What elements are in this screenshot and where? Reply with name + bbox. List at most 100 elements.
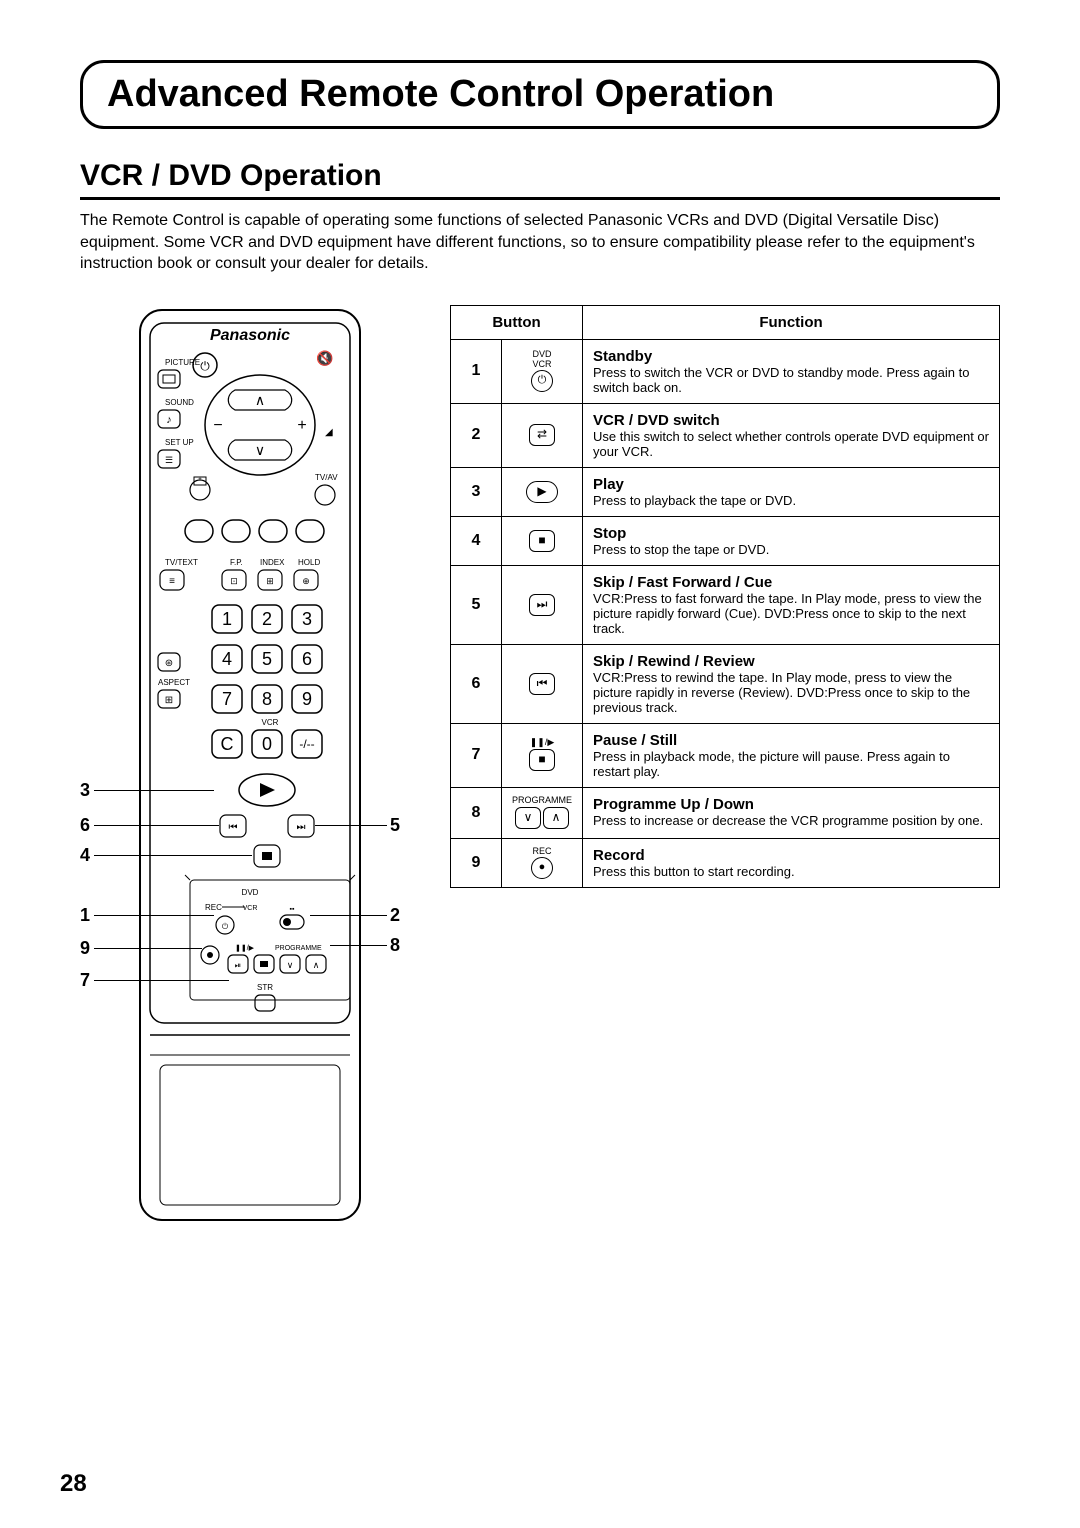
setup-label: SET UP xyxy=(165,438,194,447)
picture-label: PICTURE xyxy=(165,358,200,367)
table-row: 9REC●RecordPress this button to start re… xyxy=(451,838,1000,887)
dvd-label-small: DVD xyxy=(242,888,259,897)
remote-svg: Panasonic ⏻ 🔇 PICTURE SOUND ♪ SET UP ☰ xyxy=(130,305,390,1225)
row-icon: ❚❚/▶■ xyxy=(502,723,583,787)
row-function: PlayPress to playback the tape or DVD. xyxy=(583,467,1000,516)
row-function: Skip / Fast Forward / CueVCR:Press to fa… xyxy=(583,565,1000,644)
callout-6: 6 xyxy=(80,815,90,836)
svg-text:5: 5 xyxy=(262,649,272,669)
callout-2: 2 xyxy=(390,905,400,926)
svg-text:◢: ◢ xyxy=(325,427,333,438)
row-function: StandbyPress to switch the VCR or DVD to… xyxy=(583,339,1000,403)
index-label: INDEX xyxy=(260,558,285,567)
row-number: 7 xyxy=(451,723,502,787)
svg-text:≡: ≡ xyxy=(169,576,175,587)
color-buttons-row xyxy=(185,520,324,542)
svg-text:⏭: ⏭ xyxy=(297,822,306,833)
page-title: Advanced Remote Control Operation xyxy=(107,73,774,115)
svg-text:☰: ☰ xyxy=(165,455,173,465)
keypad: 1 2 3 4 5 6 7 8 9 C 0 -/-- xyxy=(212,605,322,758)
svg-text:1: 1 xyxy=(222,609,232,629)
tvav-label: TV/AV xyxy=(315,473,338,482)
callout-8: 8 xyxy=(390,935,400,956)
svg-text:6: 6 xyxy=(302,649,312,669)
table-row: 7❚❚/▶■Pause / StillPress in playback mod… xyxy=(451,723,1000,787)
row-icon: ⏮ xyxy=(502,644,583,723)
svg-text:C: C xyxy=(221,734,234,754)
row-number: 9 xyxy=(451,838,502,887)
row-function: VCR / DVD switchUse this switch to selec… xyxy=(583,403,1000,467)
callout-9: 9 xyxy=(80,938,90,959)
table-row: 8PROGRAMME∨∧Programme Up / DownPress to … xyxy=(451,787,1000,838)
th-button: Button xyxy=(451,305,583,339)
callout-7: 7 xyxy=(80,970,90,991)
row-number: 4 xyxy=(451,516,502,565)
row-number: 1 xyxy=(451,339,502,403)
row-icon: ■ xyxy=(502,516,583,565)
vcr-label-small: VCR xyxy=(262,718,279,727)
str-label: STR xyxy=(257,983,273,992)
svg-text:⊛: ⊛ xyxy=(165,658,173,669)
row-function: Skip / Rewind / ReviewVCR:Press to rewin… xyxy=(583,644,1000,723)
callout-5: 5 xyxy=(390,815,400,836)
row-function: Programme Up / DownPress to increase or … xyxy=(583,787,1000,838)
row-number: 2 xyxy=(451,403,502,467)
svg-text:VCR: VCR xyxy=(243,905,258,912)
aspect-label: ASPECT xyxy=(158,678,190,687)
svg-text:∨: ∨ xyxy=(255,442,265,458)
svg-text:-/--: -/-- xyxy=(299,737,314,751)
table-row: 6⏮Skip / Rewind / ReviewVCR:Press to rew… xyxy=(451,644,1000,723)
svg-text:8: 8 xyxy=(262,689,272,709)
intro-text: The Remote Control is capable of operati… xyxy=(80,210,1000,275)
row-function: StopPress to stop the tape or DVD. xyxy=(583,516,1000,565)
row-icon: REC● xyxy=(502,838,583,887)
rec-label-small: REC xyxy=(205,903,222,912)
svg-text:+: + xyxy=(297,417,306,434)
svg-text:❚❚/▶: ❚❚/▶ xyxy=(235,944,255,952)
row-number: 5 xyxy=(451,565,502,644)
brand-label: Panasonic xyxy=(210,327,290,344)
row-function: Pause / StillPress in playback mode, the… xyxy=(583,723,1000,787)
hold-label: HOLD xyxy=(298,558,320,567)
svg-text:🔇: 🔇 xyxy=(316,350,333,367)
row-number: 6 xyxy=(451,644,502,723)
svg-text:⏻: ⏻ xyxy=(222,922,229,931)
svg-text:∧: ∧ xyxy=(313,960,320,970)
table-row: 5⏭Skip / Fast Forward / CueVCR:Press to … xyxy=(451,565,1000,644)
tvtext-label: TV/TEXT xyxy=(165,558,198,567)
section-subtitle-box: VCR / DVD Operation xyxy=(80,159,1000,200)
row-function: RecordPress this button to start recordi… xyxy=(583,838,1000,887)
svg-text:⊞: ⊞ xyxy=(266,576,274,586)
section-subtitle: VCR / DVD Operation xyxy=(80,159,382,192)
row-number: 3 xyxy=(451,467,502,516)
svg-text:3: 3 xyxy=(302,609,312,629)
sound-label: SOUND xyxy=(165,398,194,407)
svg-text:⏯: ⏯ xyxy=(235,961,241,970)
content-row: Panasonic ⏻ 🔇 PICTURE SOUND ♪ SET UP ☰ xyxy=(80,305,1000,888)
row-icon: ⇄ xyxy=(502,403,583,467)
manual-page: Advanced Remote Control Operation VCR / … xyxy=(0,0,1080,1528)
page-number: 28 xyxy=(60,1470,87,1498)
svg-text:♪: ♪ xyxy=(166,414,172,426)
programme-label-small: PROGRAMME xyxy=(275,945,322,952)
svg-text:2: 2 xyxy=(262,609,272,629)
svg-text:▪▪: ▪▪ xyxy=(290,906,295,913)
svg-text:7: 7 xyxy=(222,689,232,709)
row-icon: ⏭ xyxy=(502,565,583,644)
svg-text:⏻: ⏻ xyxy=(200,359,210,373)
svg-text:9: 9 xyxy=(302,689,312,709)
page-title-box: Advanced Remote Control Operation xyxy=(80,60,1000,129)
row-number: 8 xyxy=(451,787,502,838)
callout-3: 3 xyxy=(80,780,90,801)
svg-text:∨: ∨ xyxy=(287,960,294,970)
svg-text:4: 4 xyxy=(222,649,232,669)
th-function: Function xyxy=(583,305,1000,339)
row-icon: ▶ xyxy=(502,467,583,516)
callout-1: 1 xyxy=(80,905,90,926)
table-row: 1DVDVCR⏻StandbyPress to switch the VCR o… xyxy=(451,339,1000,403)
table-row: 2⇄VCR / DVD switchUse this switch to sel… xyxy=(451,403,1000,467)
table-row: 4■StopPress to stop the tape or DVD. xyxy=(451,516,1000,565)
row-icon: PROGRAMME∨∧ xyxy=(502,787,583,838)
svg-text:−: − xyxy=(213,417,222,434)
fp-label: F.P. xyxy=(230,558,243,567)
